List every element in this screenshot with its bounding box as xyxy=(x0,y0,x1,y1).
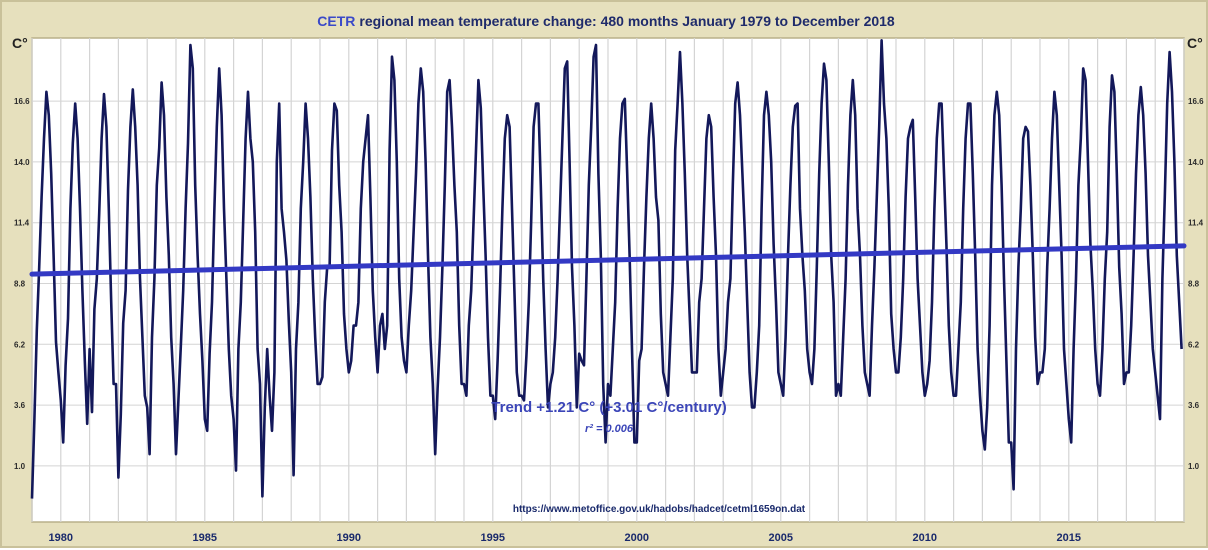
y-tick-label-right: 1.0 xyxy=(1188,462,1200,471)
source-url: https://www.metoffice.gov.uk/hadobs/hadc… xyxy=(513,504,806,515)
y-unit-left: C° xyxy=(12,35,28,51)
y-tick-label-left: 14.0 xyxy=(14,158,30,167)
y-tick-label-left: 3.6 xyxy=(14,401,26,410)
trend-line xyxy=(29,243,1187,277)
tick-layer: 1.0 1.0 3.6 3.6 6.2 6.2 8.8 8.8 11.4 11.4 14.0 14.0… xyxy=(14,97,1204,544)
x-tick-label: 2010 xyxy=(913,532,937,544)
x-tick-label: 2015 xyxy=(1057,532,1081,544)
x-tick-label: 2000 xyxy=(625,532,649,544)
y-tick-label-left: 16.6 xyxy=(14,97,30,106)
y-tick-label-left: 1.0 xyxy=(14,462,26,471)
y-tick-label-right: 8.8 xyxy=(1188,280,1200,289)
y-tick-label-right: 3.6 xyxy=(1188,401,1200,410)
y-tick-label-left: 8.8 xyxy=(14,280,26,289)
y-tick-label-right: 16.6 xyxy=(1188,97,1204,106)
y-tick-label-right: 11.4 xyxy=(1188,219,1204,228)
x-tick-label: 1985 xyxy=(193,532,217,544)
x-tick-label: 2005 xyxy=(769,532,793,544)
y-tick-label-left: 6.2 xyxy=(14,340,26,349)
chart-title-rest: regional mean temperature change: 480 mo… xyxy=(359,13,895,29)
chart-title: CETR regional mean temperature change: 48… xyxy=(317,13,895,29)
temperature-series-line xyxy=(30,38,1183,499)
chart-title-source: CETR xyxy=(317,13,355,29)
x-tick-label: 1980 xyxy=(49,532,73,544)
y-tick-label-right: 6.2 xyxy=(1188,340,1200,349)
y-unit-right: C° xyxy=(1187,35,1203,51)
trend-annotation: Trend +1.21 C° (+3.01 C°/century) xyxy=(491,399,726,416)
series-layer xyxy=(29,38,1187,499)
y-tick-label-right: 14.0 xyxy=(1188,158,1204,167)
y-tick-label-left: 11.4 xyxy=(14,219,30,228)
x-tick-label: 1990 xyxy=(337,532,361,544)
r2-annotation: r² = 0.006 xyxy=(585,423,634,435)
x-tick-label: 1995 xyxy=(481,532,505,544)
